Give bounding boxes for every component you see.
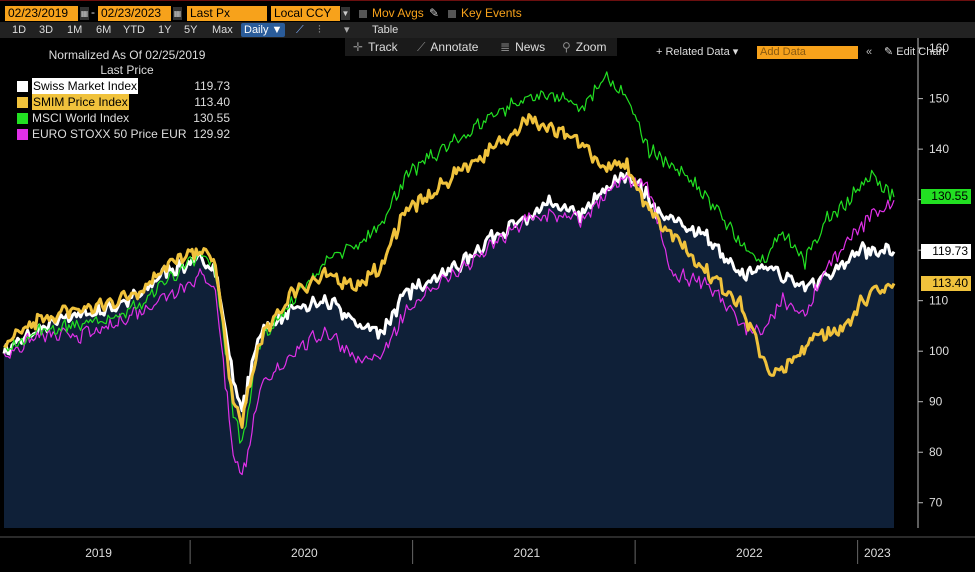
legend-series-name: MSCI World Index — [32, 111, 130, 125]
zoom-tool[interactable]: ⚲ Zoom — [562, 40, 606, 54]
mov-avgs-checkbox[interactable] — [359, 10, 367, 18]
chart-tools-bar: ✛ Track ⟋ Annotate ≣ News ⚲ Zoom — [345, 38, 617, 56]
key-events-label[interactable]: Key Events — [461, 6, 522, 20]
legend-swatch — [17, 113, 28, 124]
search-icon: ⚲ — [562, 40, 571, 54]
timeframe-1m[interactable]: 1M — [67, 24, 83, 36]
x-axis-band — [0, 537, 918, 572]
calendar-icon[interactable]: ▦ — [80, 7, 89, 20]
bar-chart-icon[interactable]: ⫶ — [318, 24, 321, 36]
area-layer — [4, 173, 894, 528]
last-value-tag-smim: 113.40 — [921, 276, 971, 291]
edit-chart-label: Edit Chart — [896, 46, 946, 58]
y-tick-label: 110 — [929, 294, 948, 308]
series-line-swiss-market-index[interactable] — [2, 171, 896, 413]
annotate-tool[interactable]: ⟋ Annotate — [417, 40, 478, 54]
x-tick-label: 2022 — [736, 546, 763, 560]
annotate-icon: ⟋ — [417, 40, 426, 54]
series-line-smim-price-index[interactable] — [3, 113, 896, 429]
timeframe-5y[interactable]: 5Y — [184, 24, 198, 36]
x-tick-label: 2019 — [85, 546, 112, 560]
legend-row-smi[interactable]: Swiss Market Index 119.73 — [14, 78, 240, 94]
news-tool[interactable]: ≣ News — [500, 40, 545, 54]
legend-row-msci[interactable]: MSCI World Index 130.55 — [14, 110, 240, 126]
frequency-select[interactable]: Daily ▼ — [241, 23, 286, 37]
legend-series-value: 129.92 — [193, 127, 230, 141]
legend-subtitle: Last Price — [100, 63, 154, 77]
legend-series-name: EURO STOXX 50 Price EUR — [32, 127, 187, 141]
news-label: News — [515, 40, 546, 54]
legend-swatch — [17, 81, 28, 92]
track-tool[interactable]: ✛ Track — [353, 40, 398, 54]
series-line-msci-world-index[interactable] — [3, 71, 895, 444]
y-tick-label: 160 — [929, 41, 949, 55]
y-tick-label: 90 — [929, 395, 943, 409]
calendar-icon[interactable]: ▦ — [173, 7, 182, 20]
x-axis: 2019 2020 2021 2022 2023 — [85, 540, 891, 564]
legend-swatch — [17, 97, 28, 108]
pencil-icon[interactable]: ✎ — [429, 6, 440, 20]
related-data-label: + Related Data — [656, 46, 730, 58]
date-separator: - — [91, 5, 95, 19]
currency-select[interactable]: Local CCY — [271, 6, 340, 21]
legend-series-name: SMIM Price Index — [32, 94, 129, 110]
news-icon: ≣ — [500, 40, 511, 54]
legend-title: Normalized As Of 02/25/2019 — [48, 48, 206, 62]
frequency-label: Daily — [244, 24, 269, 36]
x-tick-label: 2023 — [864, 546, 891, 560]
y-tick-label: 140 — [929, 142, 949, 156]
x-tick-label: 2020 — [291, 546, 318, 560]
y-tick-label: 150 — [929, 92, 949, 106]
y-tick-label: 100 — [929, 344, 949, 358]
annotate-label: Annotate — [430, 40, 479, 54]
edit-chart-button[interactable]: ✎ Edit Chart — [884, 45, 945, 59]
legend-series-name: Swiss Market Index — [32, 78, 139, 94]
end-date-input[interactable]: 02/23/2023 — [98, 6, 171, 21]
key-events-checkbox[interactable] — [448, 10, 456, 18]
chevron-down-icon[interactable]: ▼ — [341, 7, 350, 20]
timeframe-3d[interactable]: 3D — [39, 24, 54, 36]
timeframe-1d[interactable]: 1D — [12, 24, 27, 36]
related-data-button[interactable]: + Related Data ▾ — [656, 46, 739, 58]
y-tick-label: 80 — [929, 445, 943, 459]
legend-series-value: 119.73 — [194, 79, 230, 93]
legend-series-value: 130.55 — [193, 111, 230, 125]
line-chart-icon[interactable]: ⟋ — [296, 24, 304, 36]
legend-row-stoxx[interactable]: EURO STOXX 50 Price EUR 129.92 — [14, 126, 240, 142]
legend-series-value: 113.40 — [194, 95, 230, 109]
add-data-input[interactable]: Add Data — [757, 46, 858, 59]
start-date-input[interactable]: 02/23/2019 — [5, 6, 78, 21]
legend-row-smim[interactable]: SMIM Price Index 113.40 — [14, 94, 240, 110]
timeframe-max[interactable]: Max — [212, 24, 233, 36]
legend-swatch — [17, 129, 28, 140]
timeframe-bar: 1D 3D 1M 6M YTD 1Y 5Y Max Daily ▼ ⟋ ⫶ ▾ … — [0, 22, 975, 59]
zoom-label: Zoom — [575, 40, 607, 54]
field-select[interactable]: Last Px — [187, 6, 267, 21]
x-tick-label: 2021 — [514, 546, 541, 560]
timeframe-1y[interactable]: 1Y — [158, 24, 172, 36]
y-tick-label: 70 — [929, 496, 943, 510]
top-toolbar: 02/23/2019 ▦ - 02/23/2023 ▦ Last Px Loca… — [0, 0, 975, 23]
collapse-icon[interactable]: « — [866, 46, 873, 58]
series-line-euro-stoxx-50-price-eur[interactable] — [3, 174, 895, 476]
timeframe-6m[interactable]: 6M — [96, 24, 112, 36]
last-value-tag-smi: 119.73 — [921, 244, 971, 260]
mov-avgs-label[interactable]: Mov Avgs — [372, 6, 424, 20]
table-button[interactable]: Table — [372, 24, 399, 36]
chart-legend: Normalized As Of 02/25/2019 Last Price S… — [14, 48, 240, 142]
track-label: Track — [368, 40, 398, 54]
edit-chart-icon: ✎ — [884, 46, 894, 58]
area-fill-swiss-market-index — [4, 173, 894, 528]
crosshair-icon: ✛ — [353, 40, 364, 54]
timeframe-ytd[interactable]: YTD — [123, 24, 145, 36]
lines-layer — [2, 71, 896, 476]
chevron-down-icon[interactable]: ▾ — [344, 24, 350, 36]
last-value-tag-msci: 130.55 — [921, 189, 971, 205]
